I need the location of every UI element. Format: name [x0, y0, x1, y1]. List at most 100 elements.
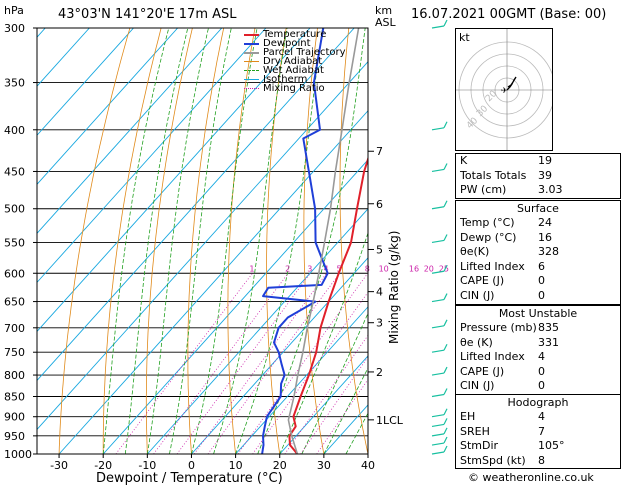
wet-adiabat — [146, 28, 209, 454]
wind-barb-flag — [443, 343, 448, 351]
wind-barb — [431, 206, 445, 210]
dry-adiabat — [409, 28, 456, 454]
dry-adiabat — [187, 28, 225, 454]
surface-row: Temp (°C) 24 — [460, 216, 552, 229]
wind-barb — [431, 298, 445, 303]
wind-barb-flag — [443, 408, 448, 415]
unstable-row: CAPE (J) 0 — [460, 364, 545, 378]
pressure-tick-label: 400 — [4, 124, 25, 137]
pressure-tick-label: 950 — [4, 430, 25, 443]
plot-frame — [36, 27, 369, 455]
hodo-row: StmSpd (kt) 8 — [460, 453, 545, 467]
surface-title: Surface — [517, 202, 559, 215]
hodograph-trace — [506, 76, 517, 91]
mixing-ratio-axis-title: Mixing Ratio (g/kg) — [387, 230, 401, 344]
isotherm — [37, 28, 267, 284]
surface-row: θe(K) 328 — [460, 245, 559, 259]
legend-item-wet-adiabat: Wet Adiabat — [244, 66, 346, 76]
parcel-trajectory-line — [287, 28, 360, 454]
mixing-ratio-line — [300, 356, 368, 454]
legend-swatch — [244, 43, 259, 45]
wind-barb-flag — [443, 163, 448, 170]
surface-row: Dewp (°C) 16 — [460, 230, 552, 244]
legend-item-mixing-ratio: Mixing Ratio — [244, 84, 346, 94]
pressure-tick-label: 350 — [4, 77, 25, 90]
wind-barb — [431, 168, 445, 173]
x-tick-label: 0 — [188, 459, 195, 472]
wind-barb-flag — [443, 200, 448, 208]
copyright-text: © weatheronline.co.uk — [468, 471, 594, 484]
most-unstable-title: Most Unstable — [498, 307, 578, 320]
mixing-ratio-line — [207, 273, 340, 454]
km-tick-label: 1LCL — [376, 414, 404, 427]
wind-barb — [431, 239, 445, 244]
pressure-tick-label: 300 — [4, 22, 25, 35]
index-row: K 19 — [460, 154, 552, 167]
wind-barb — [431, 433, 445, 437]
wet-adiabat — [102, 28, 170, 454]
legend-item-parcel: Parcel Trajectory — [244, 48, 346, 58]
wind-barb-flag — [443, 427, 448, 435]
km-unit: km — [375, 4, 393, 17]
unstable-row: Pressure (mb) 835 — [460, 321, 559, 334]
dry-adiabat — [58, 28, 131, 454]
hodograph-indices-box: Hodograph EH 4 SREH 7 StmDir 105° StmSpd (k… — [455, 394, 621, 470]
legend-swatch — [244, 52, 259, 54]
wind-barb-flag — [443, 264, 448, 272]
x-tick-label: -10 — [138, 459, 156, 472]
hodo-ring-label: 30 — [475, 104, 490, 119]
mixing-ratio-line — [115, 273, 253, 454]
legend-swatch — [244, 70, 259, 71]
wind-barb — [431, 349, 445, 353]
indices-top-box: K 19 Totals Totals 39 PW (cm) 3.03 — [455, 153, 621, 199]
x-tick-label: 10 — [229, 459, 243, 472]
legend-item-dewpoint: Dewpoint — [244, 39, 346, 49]
mixing-ratio-label: 1 — [249, 264, 254, 273]
isotherm — [146, 208, 368, 454]
wet-adiabat — [169, 28, 232, 454]
hodograph-plot: 20 30 40 ✈ — [456, 29, 556, 150]
wind-barb-flag — [443, 121, 448, 129]
wind-barb-flag — [443, 293, 448, 300]
wind-barb — [431, 372, 445, 376]
dry-adiabat — [227, 28, 256, 454]
hodo-row: SREH 7 — [460, 424, 545, 438]
wind-barb — [431, 414, 445, 418]
dry-adiabat — [145, 28, 193, 454]
wind-barb — [431, 423, 445, 428]
mixing-ratio-label: 16 — [409, 264, 419, 273]
surface-row: CIN (J) 0 — [460, 288, 545, 302]
mixing-ratio-label: 25 — [439, 264, 449, 273]
wind-barb-flag — [443, 436, 448, 444]
asl-unit: ASL — [375, 16, 396, 29]
isotherm — [37, 61, 368, 431]
wet-adiabat — [279, 231, 368, 454]
wind-barb — [431, 393, 445, 398]
mixing-ratio-line — [316, 378, 368, 454]
km-tick-label: 3 — [376, 317, 383, 330]
isotherm — [0, 28, 1, 454]
wind-barb-flag — [443, 319, 448, 327]
mixing-ratio-label: 2 — [285, 264, 290, 273]
pressure-tick-label: 650 — [4, 296, 25, 309]
km-tick-label: 6 — [376, 198, 383, 211]
mixing-ratio-label: 5 — [336, 264, 341, 273]
most-unstable-box: Most Unstable Pressure (mb) 835 θe (K) 331… — [455, 305, 621, 395]
wet-adiabat — [124, 28, 189, 454]
wind-barb-flag — [443, 366, 448, 374]
storm-motion-marker: ✈ — [501, 86, 508, 95]
pressure-tick-label: 700 — [4, 322, 25, 335]
legend-swatch — [244, 79, 259, 80]
wet-adiabat — [235, 28, 323, 454]
wind-barb-flag — [443, 234, 448, 241]
hodograph-title: Hodograph — [507, 396, 569, 409]
pressure-tick-label: 600 — [4, 267, 25, 280]
surface-row: CAPE (J) 0 — [460, 274, 545, 288]
index-row: PW (cm) 3.03 — [460, 183, 563, 197]
pressure-tick-label: 550 — [4, 236, 25, 249]
index-row: Totals Totals 39 — [460, 168, 552, 182]
hodo-row: StmDir 105° — [460, 439, 565, 453]
x-tick-label: -30 — [50, 459, 68, 472]
location-title: 43°03'N 141°20'E 17m ASL — [58, 7, 237, 22]
km-tick-label: 7 — [376, 145, 383, 158]
